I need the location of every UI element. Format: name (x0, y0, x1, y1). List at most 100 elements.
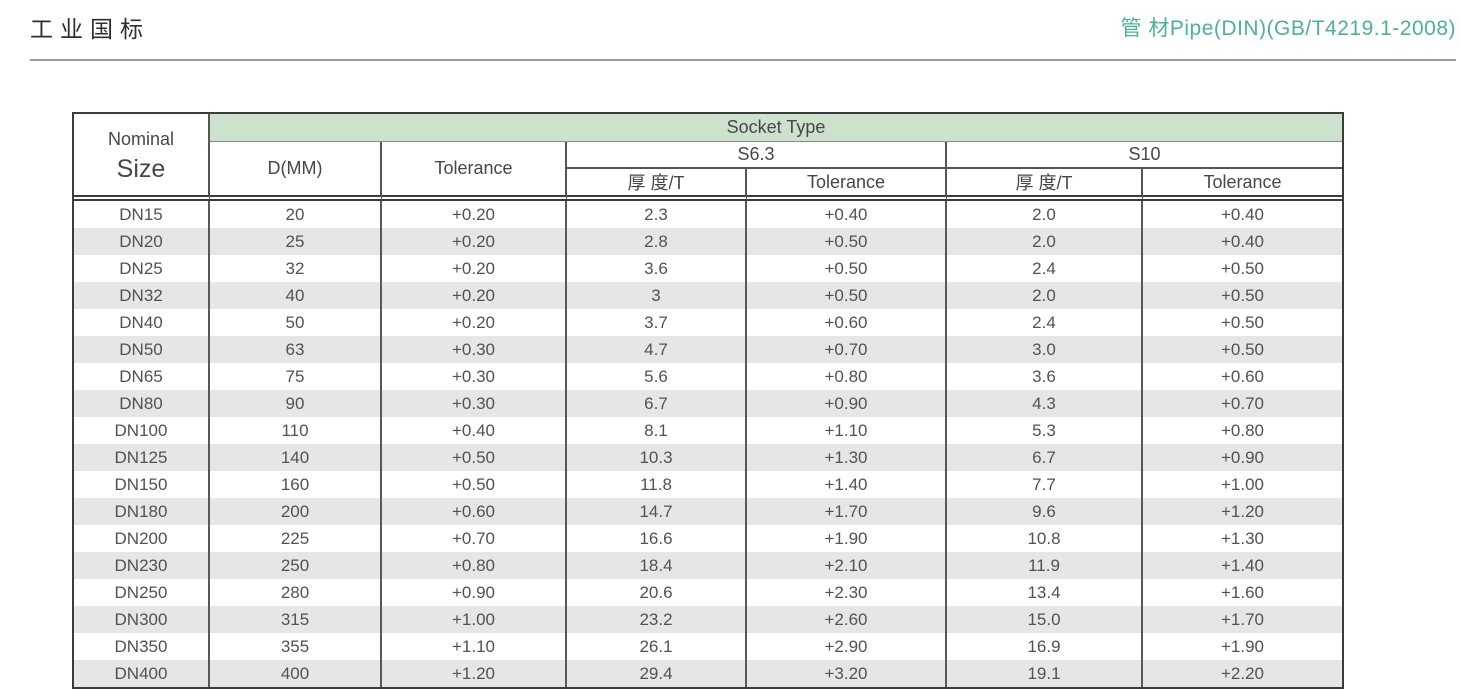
table-cell: +0.20 (382, 255, 567, 282)
table-cell: 23.2 (567, 606, 747, 633)
table-cell: 20.6 (567, 579, 747, 606)
header-s63: S6.3 (567, 142, 947, 169)
table-cell: 9.6 (947, 498, 1143, 525)
table-cell: 19.1 (947, 660, 1143, 687)
table-cell: DN65 (74, 363, 210, 390)
table-cell: 10.8 (947, 525, 1143, 552)
table-cell: 50 (210, 309, 382, 336)
table-cell: +2.20 (1143, 660, 1343, 687)
table-cell: DN250 (74, 579, 210, 606)
table-cell: +1.20 (1143, 498, 1343, 525)
table-cell: 400 (210, 660, 382, 687)
table-cell: 2.0 (947, 228, 1143, 255)
table-cell: 32 (210, 255, 382, 282)
table-cell: 2.8 (567, 228, 747, 255)
table-cell: DN180 (74, 498, 210, 525)
table-cell: 280 (210, 579, 382, 606)
table-cell: DN150 (74, 471, 210, 498)
table-cell: +1.40 (1143, 552, 1343, 579)
table-cell: +0.40 (1143, 228, 1343, 255)
table-cell: +0.50 (1143, 309, 1343, 336)
table-cell: 11.8 (567, 471, 747, 498)
header-row-2: D(MM) Tolerance S6.3 S10 (74, 142, 1343, 201)
table-cell: +2.10 (747, 552, 947, 579)
header-s63-thickness: 厚 度/T (567, 169, 747, 201)
table-row: DN32 40 +0.20 3 +0.50 2.0 +0.50 (74, 282, 1343, 309)
header-d-mm: D(MM) (210, 142, 382, 201)
table-cell: +0.50 (1143, 282, 1343, 309)
table-cell: 11.9 (947, 552, 1143, 579)
table-cell: +0.20 (382, 282, 567, 309)
table-row: DN25 32 +0.20 3.6 +0.50 2.4 +0.50 (74, 255, 1343, 282)
title-divider (30, 59, 1456, 61)
table-row: DN50 63 +0.30 4.7 +0.70 3.0 +0.50 (74, 336, 1343, 363)
table-cell: 29.4 (567, 660, 747, 687)
table-cell: 2.0 (947, 201, 1143, 228)
table-cell: 2.3 (567, 201, 747, 228)
table-cell: +1.60 (1143, 579, 1343, 606)
table-cell: DN300 (74, 606, 210, 633)
pipe-spec-table-wrap: Nominal Size Socket Type D(MM) Tolerance… (72, 112, 1345, 689)
table-cell: +1.00 (382, 606, 567, 633)
table-row: DN250 280 +0.90 20.6 +2.30 13.4 +1.60 (74, 579, 1343, 606)
table-cell: +0.50 (747, 255, 947, 282)
table-cell: 5.3 (947, 417, 1143, 444)
table-cell: +2.60 (747, 606, 947, 633)
table-cell: +1.10 (382, 633, 567, 660)
table-cell: 355 (210, 633, 382, 660)
table-cell: 7.7 (947, 471, 1143, 498)
table-row: DN180 200 +0.60 14.7 +1.70 9.6 +1.20 (74, 498, 1343, 525)
table-cell: 16.9 (947, 633, 1143, 660)
table-cell: +0.80 (1143, 417, 1343, 444)
table-cell: 3.6 (567, 255, 747, 282)
header-size-label: Size (116, 154, 166, 183)
table-cell: +0.50 (382, 444, 567, 471)
table-cell: 63 (210, 336, 382, 363)
table-cell: +0.50 (747, 282, 947, 309)
table-cell: 3.0 (947, 336, 1143, 363)
table-cell: 5.6 (567, 363, 747, 390)
table-header: Nominal Size Socket Type D(MM) Tolerance… (74, 114, 1343, 201)
table-cell: +1.70 (1143, 606, 1343, 633)
table-cell: DN80 (74, 390, 210, 417)
table-cell: 3 (567, 282, 747, 309)
page-title: 工业国标 (30, 16, 150, 42)
table-cell: +1.90 (747, 525, 947, 552)
table-row: DN200 225 +0.70 16.6 +1.90 10.8 +1.30 (74, 525, 1343, 552)
table-row: DN20 25 +0.20 2.8 +0.50 2.0 +0.40 (74, 228, 1343, 255)
table-cell: 3.7 (567, 309, 747, 336)
table-cell: DN350 (74, 633, 210, 660)
table-cell: 25 (210, 228, 382, 255)
pipe-spec-table: Nominal Size Socket Type D(MM) Tolerance… (72, 112, 1345, 689)
table-cell: DN15 (74, 201, 210, 228)
table-cell: +2.90 (747, 633, 947, 660)
header-nominal-size: Nominal Size (74, 114, 210, 201)
table-cell: DN25 (74, 255, 210, 282)
table-cell: DN230 (74, 552, 210, 579)
table-cell: +0.90 (747, 390, 947, 417)
table-cell: DN32 (74, 282, 210, 309)
header-tolerance-d: Tolerance (382, 142, 567, 201)
header-s10: S10 (947, 142, 1343, 169)
table-cell: DN200 (74, 525, 210, 552)
table-cell: +1.40 (747, 471, 947, 498)
table-cell: 75 (210, 363, 382, 390)
table-row: DN350 355 +1.10 26.1 +2.90 16.9 +1.90 (74, 633, 1343, 660)
header-socket-type: Socket Type (210, 114, 1343, 142)
table-cell: +0.80 (382, 552, 567, 579)
table-cell: 160 (210, 471, 382, 498)
header-row-1: Nominal Size Socket Type (74, 114, 1343, 201)
table-cell: 8.1 (567, 417, 747, 444)
table-cell: +0.30 (382, 363, 567, 390)
table-cell: 90 (210, 390, 382, 417)
table-cell: +0.30 (382, 390, 567, 417)
table-cell: 140 (210, 444, 382, 471)
table-row: DN400 400 +1.20 29.4 +3.20 19.1 +2.20 (74, 660, 1343, 687)
header-row-3: 厚 度/T Tolerance 厚 度/T Tolerance (74, 169, 1343, 201)
table-cell: +1.90 (1143, 633, 1343, 660)
header-s10-tolerance: Tolerance (1143, 169, 1343, 201)
table-cell: +3.20 (747, 660, 947, 687)
table-cell: 26.1 (567, 633, 747, 660)
header-s10-thickness: 厚 度/T (947, 169, 1143, 201)
